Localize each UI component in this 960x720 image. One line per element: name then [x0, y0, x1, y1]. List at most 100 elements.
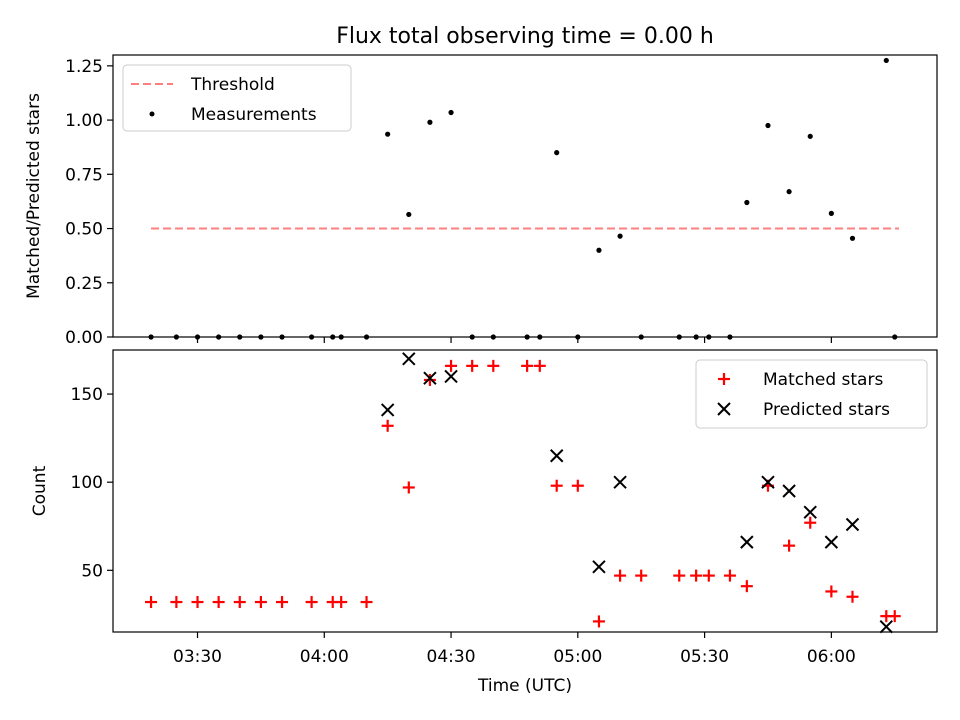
- matched-star-point: [402, 481, 415, 494]
- legend-predicted-label: Predicted stars: [763, 400, 890, 420]
- measurement-point: [807, 133, 813, 139]
- measurement-point: [554, 150, 560, 156]
- top-y-tick-label: 0.25: [65, 274, 103, 294]
- matched-star-point: [191, 596, 204, 609]
- measurement-point: [786, 189, 792, 195]
- measurement-point: [448, 109, 454, 116]
- matched-star-point: [635, 569, 648, 582]
- matched-star-point: [592, 615, 605, 628]
- predicted-star-point: [613, 475, 627, 489]
- bottom-x-tick-label: 04:30: [427, 647, 476, 667]
- top-y-tick-label: 0.50: [65, 220, 103, 240]
- bottom-x-tick-label: 04:00: [300, 647, 349, 667]
- top-panel: Flux total observing time = 0.00 h 0.000…: [24, 24, 938, 348]
- top-y-tick-label: 1.25: [65, 57, 103, 77]
- matched-star-point: [212, 596, 225, 609]
- predicted-star-point: [549, 449, 564, 463]
- top-y-tick-label: 1.00: [65, 111, 103, 131]
- measurement-point: [765, 122, 771, 129]
- matched-star-point: [381, 419, 394, 432]
- matched-star-point: [702, 569, 715, 582]
- matched-star-point: [423, 373, 436, 386]
- predicted-star-point: [740, 535, 754, 549]
- bottom-y-ticks: 50 100 150: [71, 385, 113, 581]
- matched-star-point: [276, 596, 289, 609]
- measurement-point: [828, 210, 834, 216]
- matched-star-point: [254, 596, 267, 609]
- predicted-star-point: [402, 352, 416, 366]
- bottom-x-tick-label: 03:30: [173, 647, 222, 667]
- bottom-x-tick-label: 05:30: [680, 647, 729, 667]
- measurement-point: [385, 131, 391, 137]
- legend-matched-label: Matched stars: [763, 370, 883, 390]
- top-x-ticks: [196, 337, 832, 343]
- matched-star-point: [846, 590, 859, 603]
- measurement-point: [849, 235, 856, 241]
- predicted-star-point: [824, 535, 839, 549]
- legend-matched-swatch: [718, 373, 730, 385]
- matched-star-point: [673, 569, 686, 582]
- matched-star-point: [233, 596, 246, 609]
- matched-star-point: [521, 359, 534, 372]
- legend-measurements-label: Measurements: [191, 105, 317, 125]
- matched-star-point: [723, 569, 736, 582]
- legend-predicted-swatch: [717, 402, 731, 416]
- predicted-star-point: [423, 371, 437, 385]
- matched-star-point: [360, 596, 373, 609]
- bottom-y-tick-label: 150: [71, 385, 103, 405]
- matched-star-point: [825, 585, 838, 598]
- bottom-y-axis-label: Count: [30, 465, 50, 516]
- x-axis-label: Time (UTC): [477, 676, 572, 696]
- matched-star-point: [145, 596, 158, 609]
- matched-star-point: [783, 539, 796, 552]
- top-y-axis-label: Matched/Predicted stars: [24, 93, 44, 299]
- predicted-star-point: [592, 560, 606, 574]
- bottom-legend: Matched stars Predicted stars: [695, 359, 928, 429]
- top-y-ticks: 0.00 0.25 0.50 0.75 1.00 1.25: [65, 57, 113, 348]
- matched-star-point: [487, 359, 500, 372]
- bottom-x-ticks: 03:30 04:00 04:30 05:00 05:30 06:00: [173, 632, 856, 667]
- predicted-star-point: [380, 403, 395, 417]
- top-legend: Threshold Measurements: [122, 64, 352, 132]
- matched-star-point: [533, 359, 546, 372]
- matched-star-point: [888, 610, 901, 623]
- bottom-x-tick-label: 06:00: [807, 647, 856, 667]
- matched-star-point: [571, 479, 584, 492]
- matched-star-point: [550, 479, 563, 492]
- predicted-star-point: [879, 620, 893, 634]
- predicted-star-point: [803, 505, 817, 519]
- chart-title: Flux total observing time = 0.00 h: [336, 24, 714, 49]
- predicted-star-point: [761, 475, 775, 489]
- legend-measurements-swatch: [149, 111, 155, 117]
- matched-stars-points: [145, 359, 901, 628]
- top-y-tick-label: 0.00: [65, 328, 103, 348]
- bottom-y-tick-label: 100: [71, 473, 103, 493]
- bottom-x-tick-label: 05:00: [553, 647, 602, 667]
- matched-star-point: [466, 359, 479, 372]
- bottom-y-tick-label: 50: [81, 561, 103, 581]
- matched-star-point: [305, 596, 318, 609]
- top-y-tick-label: 0.75: [65, 165, 103, 185]
- measurement-point: [744, 199, 750, 206]
- bottom-plot-frame: [112, 349, 938, 633]
- matched-star-point: [690, 569, 703, 582]
- matched-star-point: [614, 569, 627, 582]
- matched-star-point: [804, 516, 817, 529]
- predicted-star-point: [444, 369, 458, 384]
- matched-star-point: [335, 596, 348, 609]
- legend-threshold-label: Threshold: [190, 75, 275, 95]
- matched-star-point: [170, 596, 183, 609]
- measurement-point: [427, 119, 433, 125]
- predicted-star-point: [845, 517, 860, 532]
- measurement-point: [883, 57, 889, 64]
- measurement-point: [406, 211, 412, 218]
- top-plot-frame: [112, 54, 938, 338]
- matched-star-point: [740, 580, 753, 593]
- predicted-stars-points: [380, 352, 893, 634]
- matched-star-point: [445, 359, 458, 372]
- measurement-point: [617, 233, 623, 239]
- measurement-point: [596, 247, 602, 253]
- predicted-star-point: [782, 484, 796, 498]
